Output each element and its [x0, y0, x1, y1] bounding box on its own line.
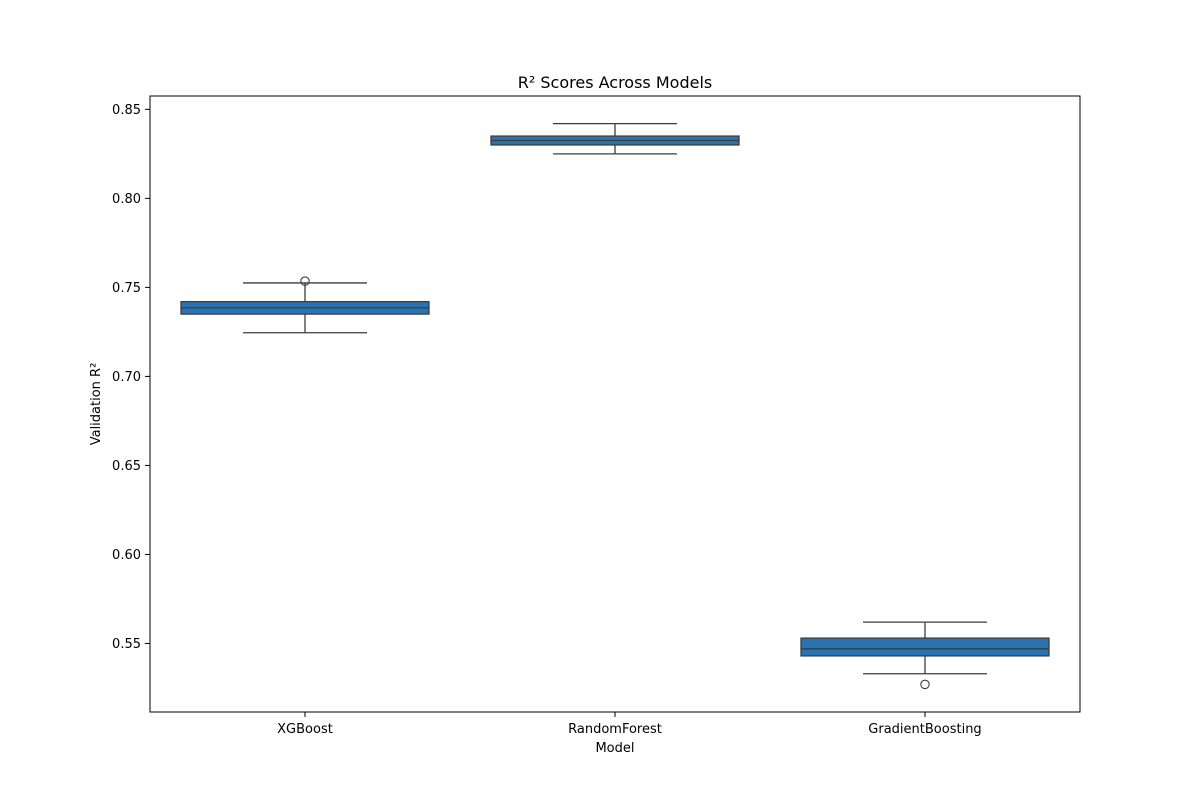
x-axis-title: Model — [595, 741, 634, 756]
outlier-point — [920, 679, 930, 690]
y-axis: 0.55 0.60 0.65 0.70 0.75 0.80 0.85 — [112, 103, 150, 652]
box-group — [180, 276, 430, 334]
y-tick-label: 0.65 — [112, 459, 141, 474]
x-tick-label: GradientBoosting — [868, 722, 981, 737]
y-tick-label: 0.70 — [112, 370, 141, 385]
y-tick-label: 0.80 — [112, 192, 141, 207]
x-tick-label: XGBoost — [277, 722, 333, 737]
y-tick-label: 0.75 — [112, 281, 141, 296]
x-axis: XGBoost RandomForest GradientBoosting — [277, 712, 982, 737]
y-tick-label: 0.85 — [112, 103, 141, 118]
plot-area — [180, 122, 1050, 690]
box-iqr — [800, 637, 1050, 657]
y-tick-label: 0.60 — [112, 548, 141, 563]
y-axis-title: Validation R² — [89, 363, 104, 446]
plot-frame — [149, 95, 1081, 713]
chart-title: R² Scores Across Models — [518, 73, 712, 92]
x-tick-label: RandomForest — [568, 722, 662, 737]
y-tick-label: 0.55 — [112, 637, 141, 652]
box-group — [800, 621, 1050, 690]
box-group — [490, 122, 740, 155]
outlier-point — [300, 276, 310, 286]
